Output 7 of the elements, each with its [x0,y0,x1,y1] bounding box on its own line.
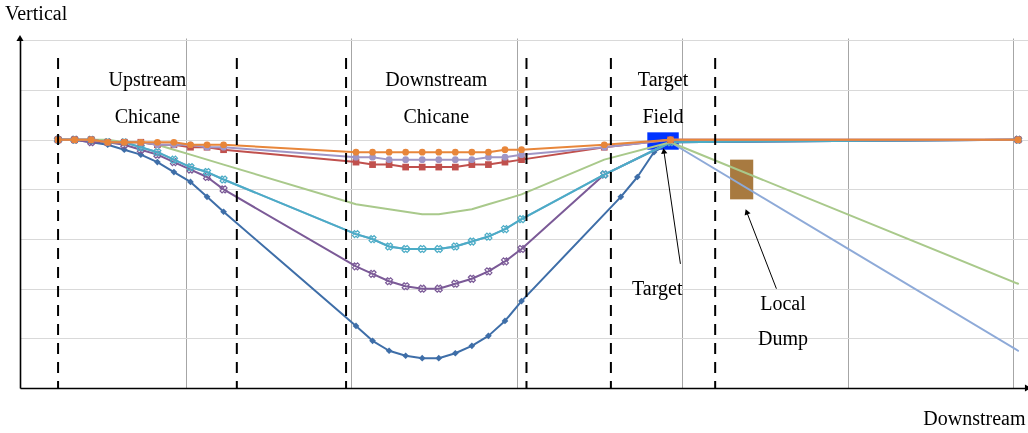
x-axis-title: Downstream [923,406,1026,429]
text: Downstream Chicane [385,68,488,127]
text: Target Field [637,68,689,127]
annotation: Target [632,276,683,300]
annotation: Local Dump [758,291,809,350]
text: Vertical [5,2,68,24]
text: Upstream Chicane [108,68,187,127]
